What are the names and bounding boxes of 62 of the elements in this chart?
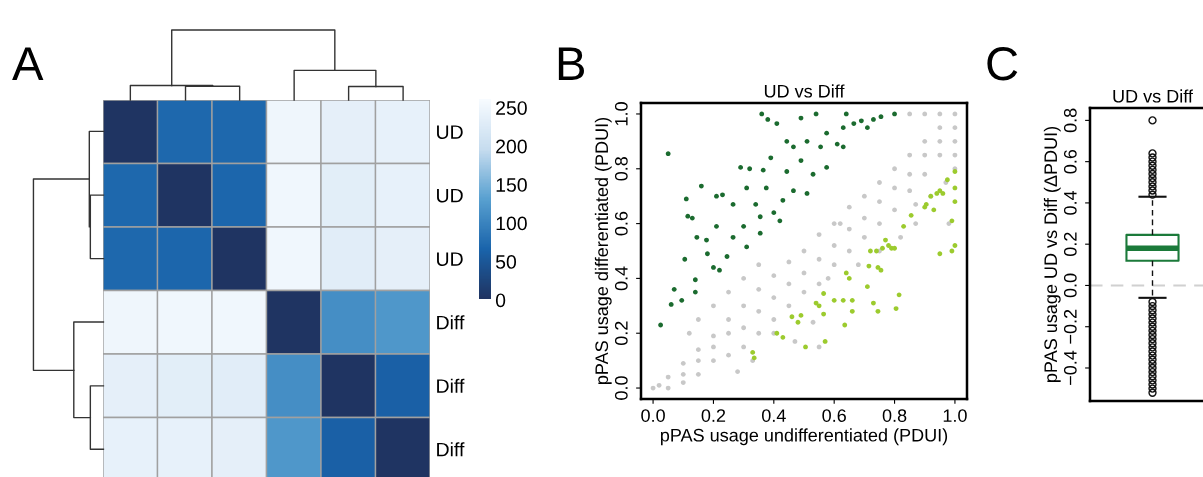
point bbox=[789, 314, 795, 320]
point bbox=[840, 297, 846, 303]
y-tick-label: UD bbox=[437, 188, 463, 203]
point bbox=[831, 297, 837, 303]
chart-title: UD vs Diff bbox=[1113, 89, 1193, 103]
y-tick-label: 0.8 bbox=[614, 157, 628, 181]
point bbox=[780, 334, 786, 340]
point bbox=[937, 188, 943, 194]
point bbox=[901, 223, 907, 229]
x-tick-label: 0.2 bbox=[701, 409, 726, 422]
point bbox=[864, 284, 870, 290]
point bbox=[821, 291, 827, 296]
x-tick-label: 0.0 bbox=[641, 409, 665, 422]
point bbox=[795, 319, 801, 325]
color-bar-label: 250 bbox=[496, 101, 527, 115]
y-tick-label: Diff bbox=[437, 442, 465, 457]
y-tick-label: −0.2 bbox=[1063, 309, 1077, 344]
y-tick-label: 0.6 bbox=[1063, 149, 1077, 174]
y-tick-label: 0.6 bbox=[614, 211, 628, 236]
point bbox=[822, 339, 828, 344]
point bbox=[952, 199, 958, 205]
point bbox=[875, 308, 881, 314]
point bbox=[849, 308, 855, 314]
chart-title: UD vs Diff bbox=[764, 84, 845, 98]
point bbox=[849, 297, 855, 303]
y-tick-label: UD bbox=[437, 252, 463, 266]
color-bar-label: 50 bbox=[495, 255, 517, 269]
point bbox=[937, 251, 943, 257]
text: C bbox=[987, 47, 1018, 81]
point bbox=[908, 212, 914, 218]
x-tick-label: 1.0 bbox=[943, 409, 967, 422]
y-tick-label: 0.0 bbox=[614, 376, 628, 400]
y-tick-label: −0.4 bbox=[1063, 350, 1077, 385]
y-tick-label: 1.0 bbox=[614, 102, 628, 126]
y-tick-label: Diff bbox=[437, 315, 465, 330]
x-tick-label: 0.8 bbox=[882, 409, 907, 422]
color-bar-label: 200 bbox=[496, 139, 527, 154]
point bbox=[843, 270, 849, 276]
point bbox=[750, 350, 756, 355]
x-tick-label: 0.6 bbox=[822, 409, 846, 422]
y-tick-label: 0.0 bbox=[1063, 273, 1077, 298]
point bbox=[846, 276, 852, 281]
text: B bbox=[558, 47, 584, 80]
color-bar-label: 150 bbox=[496, 178, 527, 192]
point bbox=[934, 191, 940, 196]
point bbox=[842, 322, 848, 328]
x-tick-label: 0.4 bbox=[761, 409, 786, 422]
y-tick-label: 0.4 bbox=[614, 266, 628, 291]
point bbox=[931, 207, 937, 213]
point bbox=[940, 191, 946, 196]
y-tick-label: UD bbox=[437, 125, 463, 139]
y-tick-label: 0.4 bbox=[1063, 190, 1077, 215]
color-bar-label: 100 bbox=[496, 216, 527, 231]
y-tick-label: 0.8 bbox=[1063, 108, 1077, 133]
y-tick-label: 0.2 bbox=[614, 321, 628, 346]
y-tick-label: 0.2 bbox=[1063, 232, 1077, 257]
y-axis-title: pPAS usage differentiated (PDUI) bbox=[594, 117, 612, 384]
x-axis-title: pPAS usage undifferentiated (PDUI) bbox=[660, 428, 948, 446]
color-bar-label: 0 bbox=[495, 293, 506, 308]
y-tick-label: Diff bbox=[437, 378, 465, 393]
y-axis-title: pPAS usage UD vs Diff (ΔPDUI) bbox=[1043, 127, 1061, 382]
text: A bbox=[12, 47, 44, 80]
